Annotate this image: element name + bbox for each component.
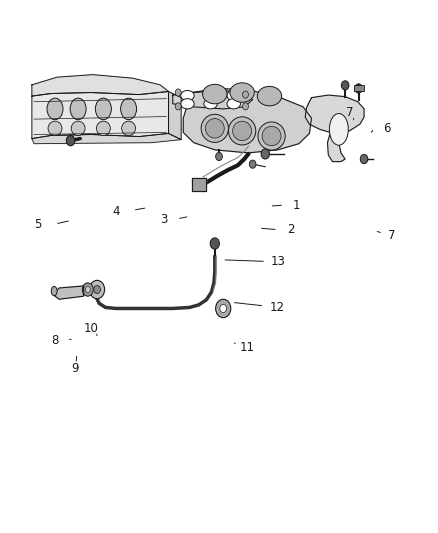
Ellipse shape [229,117,256,145]
Text: 2: 2 [287,223,294,236]
Text: 11: 11 [240,341,255,354]
Ellipse shape [71,121,85,135]
Circle shape [175,103,181,110]
Polygon shape [169,92,181,140]
Ellipse shape [258,122,285,150]
Circle shape [210,238,219,249]
Polygon shape [32,75,169,96]
Ellipse shape [204,99,217,109]
Circle shape [89,280,105,298]
Circle shape [249,160,256,168]
Circle shape [85,286,90,293]
Ellipse shape [227,91,240,101]
Text: 10: 10 [84,322,99,335]
Ellipse shape [201,114,229,142]
Circle shape [243,103,248,110]
FancyBboxPatch shape [353,85,364,91]
Polygon shape [55,286,84,299]
Polygon shape [32,133,181,144]
Ellipse shape [48,121,62,135]
Polygon shape [305,95,364,161]
Ellipse shape [203,84,227,104]
Ellipse shape [257,86,282,106]
Polygon shape [192,179,206,191]
Ellipse shape [70,98,86,119]
Text: 7: 7 [388,229,395,243]
Text: 9: 9 [71,362,79,375]
Ellipse shape [47,98,63,119]
Ellipse shape [262,126,281,146]
Circle shape [82,283,93,296]
Ellipse shape [51,286,57,296]
Polygon shape [183,88,311,153]
Circle shape [67,135,75,146]
Text: 7: 7 [346,107,353,119]
Text: 12: 12 [269,301,285,314]
Circle shape [175,89,181,96]
Ellipse shape [204,91,217,101]
Circle shape [215,299,231,318]
Text: 1: 1 [293,199,300,212]
Circle shape [243,91,248,98]
Ellipse shape [95,98,111,119]
Circle shape [355,84,362,93]
Text: 8: 8 [51,334,59,347]
Text: 6: 6 [383,122,391,135]
Ellipse shape [122,121,135,135]
Text: 13: 13 [270,255,285,268]
Circle shape [360,155,368,164]
Ellipse shape [120,98,137,119]
Circle shape [341,81,349,90]
Polygon shape [173,91,253,109]
Ellipse shape [181,99,194,109]
Ellipse shape [329,114,348,145]
Circle shape [94,286,100,294]
Ellipse shape [181,91,194,101]
Ellipse shape [230,83,254,102]
Text: 3: 3 [161,213,168,226]
Ellipse shape [96,121,110,135]
Ellipse shape [227,99,240,109]
Circle shape [261,149,269,159]
Ellipse shape [205,119,224,138]
Polygon shape [32,92,169,139]
Circle shape [220,304,226,312]
Text: 5: 5 [34,218,41,231]
Text: 4: 4 [112,205,120,218]
Ellipse shape [233,121,251,141]
Circle shape [215,152,223,160]
